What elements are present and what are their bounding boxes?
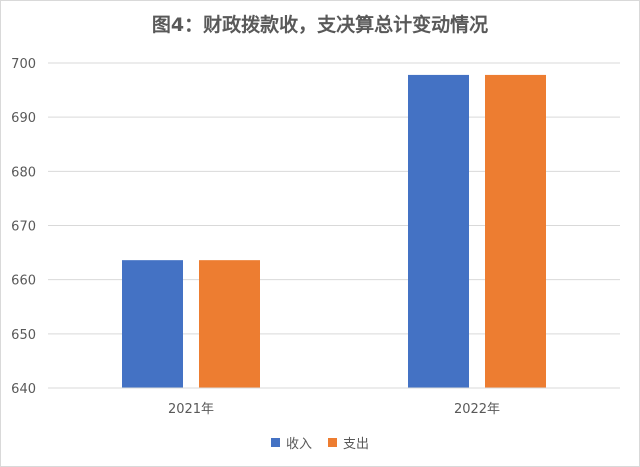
legend-label-income: 收入 bbox=[285, 437, 312, 452]
bar-income-0 bbox=[122, 260, 183, 388]
y-tick-label: 670 bbox=[11, 220, 36, 235]
legend-label-expense: 支出 bbox=[343, 437, 370, 452]
y-tick-label: 640 bbox=[11, 382, 36, 397]
y-tick-label: 700 bbox=[11, 57, 36, 72]
y-tick-label: 660 bbox=[11, 274, 36, 289]
bars bbox=[122, 74, 546, 389]
x-tick-label: 2021年 bbox=[168, 402, 214, 417]
legend-item-expense: 支出 bbox=[328, 433, 369, 452]
y-tick-label: 690 bbox=[11, 111, 36, 126]
y-tick-label: 650 bbox=[11, 328, 36, 343]
bar-expense-1 bbox=[485, 74, 546, 389]
legend-item-income: 收入 bbox=[270, 433, 312, 452]
legend: 收入 支出 bbox=[0, 433, 640, 452]
y-tick-label: 680 bbox=[11, 165, 36, 180]
chart-title: 图4：财政拨款收，支决算总计变动情况 bbox=[151, 14, 489, 36]
y-axis-labels: 640 650 660 670 680 690 700 bbox=[11, 57, 36, 397]
legend-swatch-income bbox=[270, 438, 280, 447]
x-tick-label: 2022年 bbox=[454, 402, 500, 417]
x-axis-labels: 2021年 2022年 bbox=[168, 402, 500, 417]
bar-income-1 bbox=[408, 74, 469, 389]
bar-expense-0 bbox=[199, 260, 260, 388]
legend-swatch-expense bbox=[328, 438, 337, 447]
